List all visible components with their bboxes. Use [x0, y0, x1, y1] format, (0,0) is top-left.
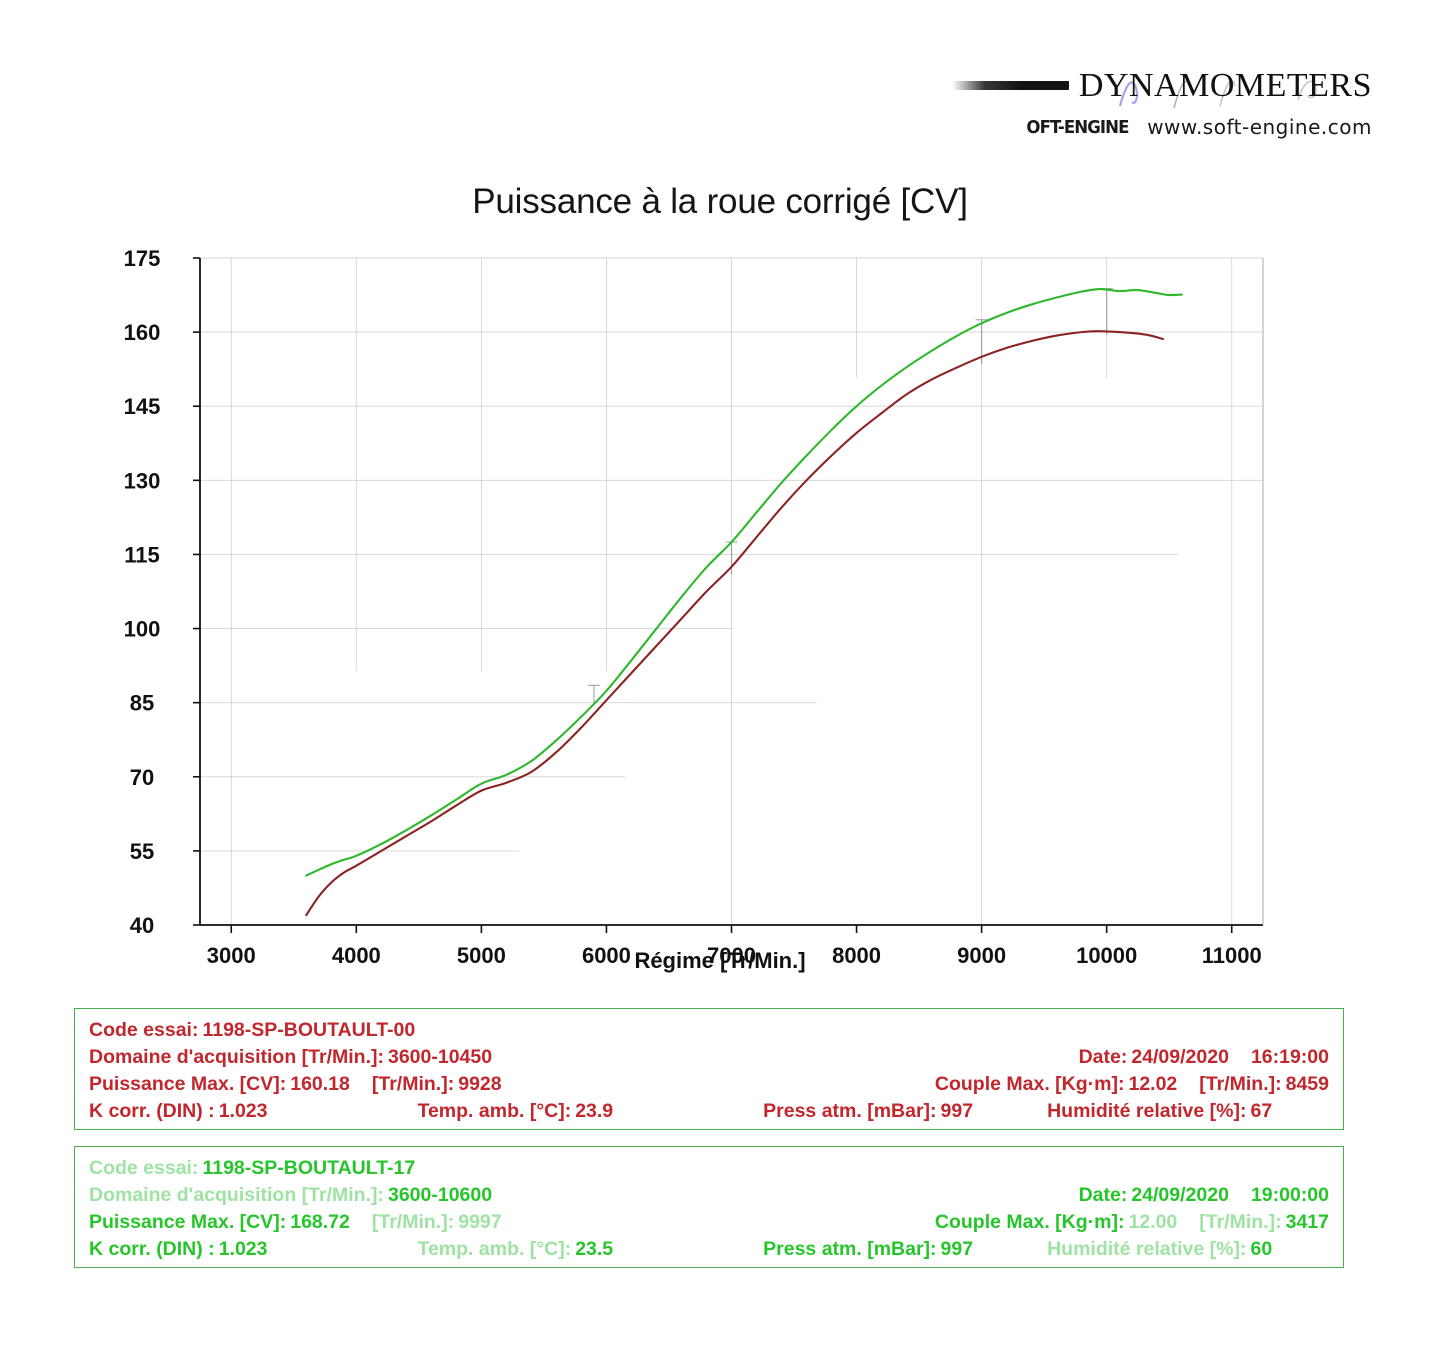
power-label-red: Puissance Max. [CV]: [89, 1073, 287, 1095]
torque-rpm-value-green: 3417 [1285, 1211, 1329, 1233]
power-curve-chart: 40 55 70 85 100 115 130 145 160 175 3000 4000 5000 6… [124, 246, 1264, 973]
row-spacer [492, 1182, 1078, 1209]
date-value-red: 24/09/2020 [1131, 1046, 1229, 1068]
power-value-green: 168.72 [290, 1211, 350, 1233]
code-label-green: Code essai: [89, 1157, 199, 1179]
y-tick-label: 40 [130, 913, 154, 938]
y-tick-label: 85 [130, 691, 154, 716]
press-value-red: 997 [940, 1100, 974, 1122]
x-tick-label: 5000 [457, 943, 506, 968]
power-rpm-value-red: 9928 [458, 1073, 502, 1095]
power-rpm-value-green: 9997 [458, 1211, 502, 1233]
humidity-label-red: Humidité relative [%]: [1047, 1100, 1247, 1122]
series-line-red [305, 330, 1164, 917]
curve-markers [587, 288, 1113, 706]
kcorr-label-red: K corr. (DIN) : [89, 1100, 215, 1122]
info-row-domain-red: Domaine d'acquisition [Tr/Min.]: 3600-10… [89, 1044, 1329, 1071]
code-label-red: Code essai: [89, 1019, 199, 1041]
press-label-green: Press atm. [mBar]: [763, 1238, 937, 1260]
x-tick-label: 4000 [332, 943, 381, 968]
chart-plot-area: 40 55 70 85 100 115 130 145 160 175 3000 4000 5000 6… [0, 240, 1440, 1000]
x-tick-label: 9000 [957, 943, 1006, 968]
info-row-code-red: Code essai: 1198-SP-BOUTAULT-00 [89, 1017, 1329, 1044]
torque-label-red: Couple Max. [Kg·m]: [934, 1073, 1125, 1095]
info-row-domain-green: Domaine d'acquisition [Tr/Min.]: 3600-10… [89, 1182, 1329, 1209]
power-value-red: 160.18 [290, 1073, 350, 1095]
temp-value-green: 23.5 [575, 1238, 614, 1260]
row-spacer [502, 1071, 935, 1098]
series-line-green [305, 287, 1183, 877]
info-row-code-green: Code essai: 1198-SP-BOUTAULT-17 [89, 1155, 1329, 1182]
humidity-value-green: 60 [1250, 1238, 1273, 1260]
x-tick-label: 11000 [1202, 943, 1262, 968]
code-value-red: 1198-SP-BOUTAULT-00 [202, 1019, 416, 1041]
kcorr-label-green: K corr. (DIN) : [89, 1238, 215, 1260]
torque-rpm-label-green: [Tr/Min.]: [1199, 1211, 1282, 1233]
humidity-value-red: 67 [1250, 1100, 1273, 1122]
date-label-red: Date: [1078, 1046, 1128, 1068]
grid-lines [200, 257, 1263, 925]
info-row-power-green: Puissance Max. [CV]: 168.72 [Tr/Min.]: 9… [89, 1209, 1329, 1236]
torque-rpm-value-red: 8459 [1285, 1073, 1329, 1095]
soft-engine-wordmark: OFT-ENGINE [1026, 116, 1130, 138]
run-info-box-green: Code essai: 1198-SP-BOUTAULT-17 Domaine … [74, 1146, 1344, 1268]
press-label-red: Press atm. [mBar]: [763, 1100, 937, 1122]
info-row-conditions-green: K corr. (DIN) : 1.023 Temp. amb. [°C]: 2… [89, 1236, 1329, 1263]
torque-rpm-label-red: [Tr/Min.]: [1199, 1073, 1282, 1095]
y-tick-label: 175 [124, 246, 161, 271]
x-axis-title: Régime [Tr/Min.] [634, 948, 805, 973]
y-tick-label: 130 [124, 468, 161, 493]
temp-label-red: Temp. amb. [°C]: [417, 1100, 572, 1122]
y-tick-label: 100 [124, 617, 161, 642]
info-row-power-red: Puissance Max. [CV]: 160.18 [Tr/Min.]: 9… [89, 1071, 1329, 1098]
y-axis-ticks: 40 55 70 85 100 115 130 145 160 175 [124, 246, 200, 938]
domain-value-red: 3600-10450 [387, 1046, 493, 1068]
time-value-red: 16:19:00 [1250, 1046, 1329, 1068]
temp-label-green: Temp. amb. [°C]: [417, 1238, 572, 1260]
domain-value-green: 3600-10600 [387, 1184, 493, 1206]
data-series [305, 287, 1183, 917]
kcorr-value-green: 1.023 [218, 1238, 268, 1260]
handwriting-scribble-icon [1118, 80, 1317, 109]
torque-value-green: 12.00 [1128, 1211, 1178, 1233]
brand-url: www.soft-engine.com [1147, 115, 1372, 139]
x-tick-label: 3000 [207, 943, 256, 968]
run-info-box-red: Code essai: 1198-SP-BOUTAULT-00 Domaine … [74, 1008, 1344, 1130]
chart-title: Puissance à la roue corrigé [CV] [472, 182, 968, 221]
y-tick-label: 145 [124, 394, 161, 419]
y-tick-label: 55 [130, 839, 154, 864]
logo-bar-icon [952, 80, 1069, 90]
temp-value-red: 23.9 [575, 1100, 614, 1122]
info-row-conditions-red: K corr. (DIN) : 1.023 Temp. amb. [°C]: 2… [89, 1098, 1329, 1125]
row-spacer [502, 1209, 935, 1236]
x-tick-label: 6000 [582, 943, 631, 968]
y-tick-label: 160 [124, 320, 161, 345]
x-tick-label: 10000 [1076, 943, 1137, 968]
y-tick-label: 70 [130, 765, 154, 790]
code-value-green: 1198-SP-BOUTAULT-17 [202, 1157, 416, 1179]
x-tick-label: 7000 [707, 943, 756, 968]
domain-label-green: Domaine d'acquisition [Tr/Min.]: [89, 1184, 384, 1206]
x-tick-label: 8000 [832, 943, 881, 968]
domain-label-red: Domaine d'acquisition [Tr/Min.]: [89, 1046, 384, 1068]
time-value-green: 19:00:00 [1250, 1184, 1329, 1206]
date-label-green: Date: [1078, 1184, 1128, 1206]
date-value-green: 24/09/2020 [1131, 1184, 1229, 1206]
torque-value-red: 12.02 [1128, 1073, 1178, 1095]
power-rpm-label-red: [Tr/Min.]: [371, 1073, 455, 1095]
power-rpm-label-green: [Tr/Min.]: [371, 1211, 455, 1233]
row-spacer [492, 1044, 1078, 1071]
power-label-green: Puissance Max. [CV]: [89, 1211, 287, 1233]
torque-label-green: Couple Max. [Kg·m]: [934, 1211, 1125, 1233]
kcorr-value-red: 1.023 [218, 1100, 268, 1122]
y-tick-label: 115 [124, 542, 160, 567]
humidity-label-green: Humidité relative [%]: [1047, 1238, 1247, 1260]
brand-name: DYNAMOMETERS [1078, 67, 1372, 104]
press-value-green: 997 [940, 1238, 974, 1260]
brand-logo: DYNAMOMETERS OFT-ENGINE www.soft-engine.… [952, 60, 1372, 139]
x-axis-ticks: 3000 4000 5000 6000 7000 8000 9000 10000 11000 [207, 925, 1262, 968]
